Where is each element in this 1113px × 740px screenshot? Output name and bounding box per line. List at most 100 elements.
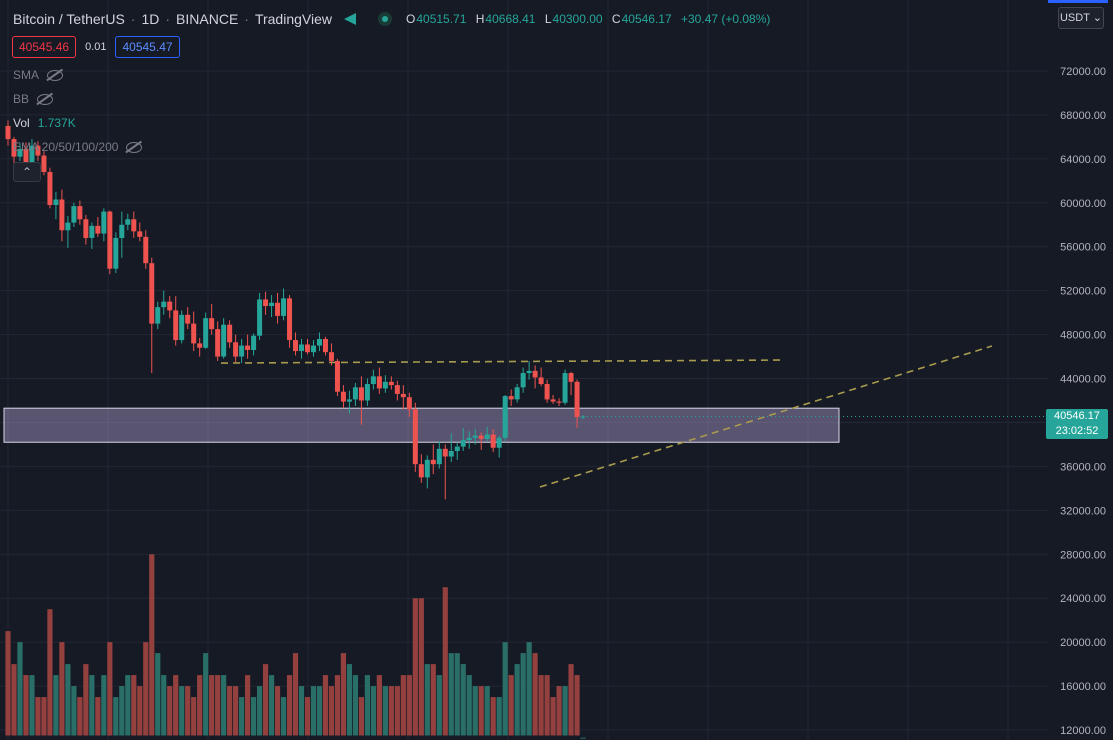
candle-body	[328, 352, 334, 361]
candle-body	[161, 301, 167, 308]
volume-bar	[125, 675, 131, 736]
low-value: 40300.00	[552, 12, 603, 26]
candle-body	[41, 155, 47, 173]
candle-body	[287, 298, 293, 341]
candle-body	[221, 324, 227, 357]
candle-body	[125, 219, 131, 225]
y-tick-label: 52000.00	[1060, 286, 1106, 298]
volume-bar	[556, 686, 562, 736]
indicator-sma[interactable]: SMA	[13, 68, 64, 82]
volume-bar	[11, 664, 17, 736]
indicator-volume[interactable]: Vol 1.737K	[13, 116, 76, 130]
candle-body	[562, 373, 568, 403]
volume-bar	[221, 675, 227, 736]
volume-bar	[562, 686, 568, 736]
candle-body	[406, 397, 412, 410]
indicator-ema[interactable]: EMA 20/50/100/200	[13, 140, 143, 154]
candle-body	[448, 451, 454, 457]
volume-bar	[526, 642, 532, 736]
volume-bar	[227, 686, 233, 736]
candle-body	[263, 299, 269, 307]
open-value: 40515.71	[416, 12, 467, 26]
candle-body	[502, 396, 508, 438]
candle-body	[173, 310, 179, 341]
candle-body	[412, 409, 418, 465]
candle-body	[191, 323, 197, 344]
volume-bar	[334, 675, 341, 736]
candle-body	[334, 360, 340, 392]
candle-body	[382, 381, 388, 389]
volume-bar	[95, 697, 101, 736]
resistance-line[interactable]	[220, 359, 783, 364]
volume-bar	[131, 675, 137, 736]
volume-bar	[424, 664, 430, 736]
candle-body	[460, 440, 466, 447]
ascending-trendline[interactable]	[539, 345, 993, 488]
y-tick-label: 28000.00	[1060, 549, 1106, 561]
candle-body	[131, 219, 137, 232]
candle-body	[167, 301, 173, 311]
candle-body	[514, 387, 520, 400]
candle-body	[310, 345, 316, 353]
candle-body	[496, 437, 502, 448]
volume-bar	[161, 675, 167, 736]
volume-bar	[322, 675, 329, 736]
volume-bar	[143, 642, 149, 736]
eye-hidden-icon[interactable]	[37, 93, 54, 105]
interval-label[interactable]: 1D	[141, 11, 160, 27]
volume-bar	[406, 675, 412, 736]
spread-value: 0.01	[85, 41, 107, 53]
support-zone-rectangle[interactable]	[3, 407, 840, 443]
candle-body	[149, 263, 155, 324]
volume-bar	[41, 697, 47, 736]
candle-body	[430, 459, 436, 465]
volume-bar	[544, 675, 550, 736]
market-status-icon[interactable]	[378, 12, 392, 26]
sell-button[interactable]: 40545.46	[12, 36, 77, 58]
currency-selector[interactable]: USDT ⌄	[1058, 7, 1104, 29]
y-tick-label: 44000.00	[1060, 374, 1106, 386]
candle-body	[281, 298, 287, 316]
symbol-name[interactable]: Bitcoin / TetherUS	[13, 11, 125, 27]
volume-bar	[53, 675, 59, 736]
candle-body	[5, 125, 11, 140]
last-price-label: 40546.17 23:02:52	[1046, 409, 1108, 439]
candle-body	[53, 199, 59, 205]
candle-body	[388, 381, 394, 386]
y-tick-label: 68000.00	[1060, 110, 1106, 122]
candle-body	[305, 344, 310, 353]
eye-hidden-icon[interactable]	[126, 141, 143, 153]
volume-bar	[149, 554, 155, 736]
eye-hidden-icon[interactable]	[47, 69, 64, 81]
volume-bar	[304, 697, 311, 736]
volume-bar	[179, 686, 185, 736]
y-tick-label: 16000.00	[1060, 681, 1106, 693]
candle-body	[17, 148, 23, 157]
candle-body	[185, 314, 191, 324]
candle-body	[544, 384, 550, 400]
volume-bar	[17, 642, 23, 736]
candle-body	[233, 342, 239, 357]
collapse-legend-button[interactable]: ⌃	[13, 162, 41, 182]
volume-bar	[466, 675, 472, 736]
candle-body	[215, 329, 221, 357]
candle-body	[113, 237, 119, 269]
candle-body	[299, 344, 305, 352]
candle-body	[257, 299, 263, 336]
volume-bar	[185, 686, 191, 736]
volume-bar	[454, 653, 460, 736]
candle-body	[293, 340, 299, 352]
candle-body	[137, 231, 143, 237]
volume-bar	[430, 664, 436, 736]
candle-body	[89, 225, 95, 238]
volume-bar	[250, 697, 257, 736]
buy-button[interactable]: 40545.47	[115, 36, 180, 58]
volume-bar	[328, 686, 335, 736]
volume-bar	[508, 675, 514, 736]
y-tick-label: 48000.00	[1060, 330, 1106, 342]
volume-bar	[59, 642, 65, 736]
flag-icon[interactable]	[344, 13, 356, 25]
candle-body	[47, 172, 53, 205]
indicator-bb[interactable]: BB	[13, 92, 54, 106]
